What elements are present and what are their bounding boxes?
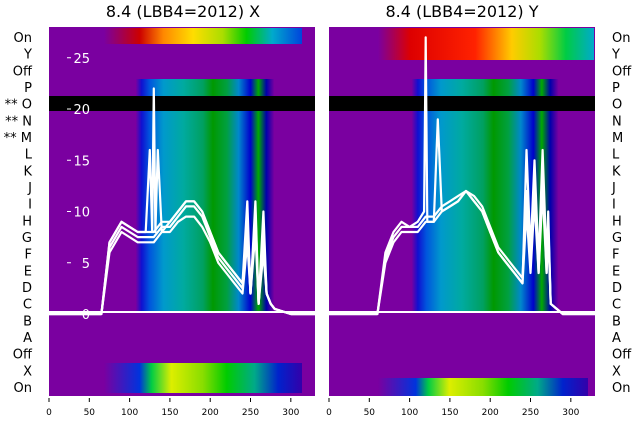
overlay-y-tick-label: 0	[82, 308, 90, 323]
heatmap-band-top	[378, 28, 594, 60]
overlay-series-line	[329, 36, 595, 316]
row-label: P	[612, 81, 620, 96]
row-label: L	[25, 148, 33, 163]
row-label: ** N	[5, 114, 32, 129]
x-tick-label: 200	[202, 408, 219, 418]
x-tick-label: 250	[522, 408, 539, 418]
overlay-series-line	[329, 169, 595, 316]
row-label: I	[28, 198, 32, 213]
row-label: Off	[612, 348, 632, 363]
row-label: On	[14, 31, 32, 46]
row-label: J	[27, 181, 32, 196]
row-label: On	[612, 31, 630, 46]
row-label: On	[14, 381, 32, 396]
row-label: A	[612, 331, 621, 346]
overlay-y-ticks: 0 5 10 15 20 25	[67, 52, 90, 323]
overlay-y-tick-label: 10	[73, 206, 90, 221]
heatmap-band-main	[378, 79, 588, 313]
x-tick-label: 100	[401, 408, 418, 418]
overlay-lines	[329, 36, 595, 316]
x-tick-label: 300	[282, 408, 299, 418]
row-label: Off	[13, 64, 33, 79]
row-label: E	[612, 264, 620, 279]
row-label: A	[23, 331, 32, 346]
row-label: Y	[611, 48, 620, 63]
row-label: F	[612, 248, 619, 263]
row-label: N	[612, 114, 622, 129]
row-label: F	[25, 248, 32, 263]
row-label: G	[612, 231, 622, 246]
row-label: E	[24, 264, 32, 279]
overlay-lines	[49, 87, 315, 316]
masked-rows-bar	[329, 96, 595, 111]
row-label: Off	[612, 64, 632, 79]
chart-title-y: 8.4 (LBB4=2012) Y	[385, 2, 538, 21]
row-label: J	[611, 181, 616, 196]
row-label: ** M	[4, 131, 32, 146]
x-ticks: 0 50 100 150 200 250 300	[46, 398, 300, 418]
row-label: D	[22, 281, 32, 296]
row-label: ** O	[5, 98, 32, 113]
x-tick-label: 50	[84, 408, 96, 418]
row-label: M	[612, 131, 623, 146]
x-tick-label: 300	[562, 408, 579, 418]
row-label: I	[612, 198, 616, 213]
row-label: P	[24, 81, 32, 96]
x-tick-label: 200	[482, 408, 499, 418]
x-tick-label: 0	[326, 408, 332, 418]
x-tick-label: 150	[161, 408, 178, 418]
row-label: K	[612, 164, 621, 179]
row-label: H	[22, 214, 32, 229]
row-label: X	[612, 364, 621, 379]
row-label: C	[23, 298, 32, 313]
overlay-y-tick-label: 5	[82, 257, 90, 272]
x-ticks: 0 50 100 150 200 250 300	[326, 398, 580, 418]
heatmap-panel-x: 8.4 (LBB4=2012) X 0 5 10 15 20 25 0 50 100 150 20…	[4, 2, 315, 418]
row-label: L	[612, 148, 620, 163]
row-label: K	[23, 164, 32, 179]
overlay-y-tick-label: 20	[73, 103, 90, 118]
overlay-series-line	[49, 87, 315, 316]
row-label: Y	[23, 48, 32, 63]
row-label: H	[612, 214, 622, 229]
chart-title-x: 8.4 (LBB4=2012) X	[106, 2, 260, 21]
row-label: C	[612, 298, 621, 313]
row-label: On	[612, 381, 630, 396]
x-tick-label: 50	[364, 408, 376, 418]
heatmap-band-bottom	[104, 363, 302, 393]
heatmap-panel-y: 8.4 (LBB4=2012) Y 0 50 100 150 200 250 300 On Y…	[326, 2, 632, 418]
heatmap-band-main	[104, 79, 302, 313]
row-label: D	[612, 281, 622, 296]
row-label: Off	[13, 348, 33, 363]
overlay-y-tick-label: 15	[73, 154, 90, 169]
x-tick-label: 100	[121, 408, 138, 418]
x-tick-label: 250	[242, 408, 259, 418]
heatmap-band-bottom	[378, 378, 588, 396]
x-tick-label: 0	[46, 408, 52, 418]
x-tick-label: 150	[441, 408, 458, 418]
row-label: B	[612, 314, 621, 329]
overlay-y-tick-label: 25	[73, 52, 90, 67]
row-label: X	[23, 364, 32, 379]
row-label: G	[22, 231, 32, 246]
heatmap-band-top	[104, 28, 302, 44]
row-label: O	[612, 98, 622, 113]
masked-rows-bar	[49, 96, 315, 111]
row-label: B	[23, 314, 32, 329]
